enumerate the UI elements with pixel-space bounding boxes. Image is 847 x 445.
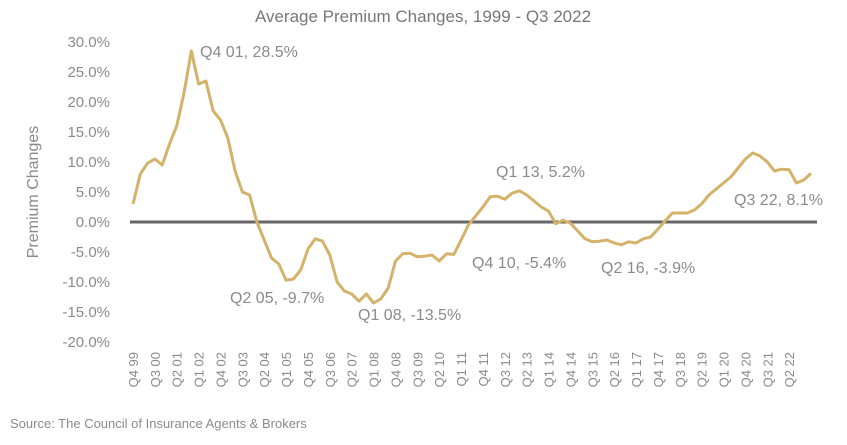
- x-tick-label: Q2 01: [170, 352, 185, 387]
- x-tick-label: Q2 22: [782, 352, 797, 387]
- y-tick-label: 20.0%: [67, 94, 110, 111]
- y-tick-label: 30.0%: [67, 34, 110, 51]
- data-annotation: Q4 10, -5.4%: [472, 255, 566, 272]
- x-tick-label: Q2 16: [607, 352, 622, 387]
- data-annotation: Q1 08, -13.5%: [358, 307, 461, 324]
- x-tick-label: Q2 10: [432, 352, 447, 387]
- x-tick-label: Q4 99: [126, 352, 141, 387]
- y-tick-label: -20.0%: [62, 334, 110, 351]
- x-tick-label: Q3 06: [323, 352, 338, 387]
- y-tick-label: 15.0%: [67, 124, 110, 141]
- x-tick-label: Q4 02: [213, 352, 228, 387]
- x-tick-label: Q4 17: [651, 352, 666, 387]
- x-tick-label: Q3 15: [585, 352, 600, 387]
- y-axis-label: Premium Changes: [25, 126, 42, 259]
- x-tick-label: Q1 02: [192, 352, 207, 387]
- x-tick-label: Q4 20: [738, 352, 753, 387]
- x-tick-label: Q3 03: [235, 352, 250, 387]
- data-annotation: Q4 01, 28.5%: [200, 44, 298, 61]
- x-tick-label: Q1 14: [542, 352, 557, 387]
- data-annotation: Q2 16, -3.9%: [601, 260, 695, 277]
- y-tick-label: -5.0%: [71, 244, 110, 261]
- x-tick-label: Q3 21: [760, 352, 775, 387]
- x-tick-label: Q2 04: [257, 352, 272, 387]
- y-tick-label: 5.0%: [76, 184, 110, 201]
- y-tick-labels: 30.0% 25.0% 20.0% 15.0% 10.0% 5.0% 0.0% -5.0% -1…: [62, 34, 110, 351]
- x-tick-label: Q3 12: [498, 352, 513, 387]
- y-tick-label: -15.0%: [62, 304, 110, 321]
- data-annotation: Q1 13, 5.2%: [496, 164, 585, 181]
- x-tick-label: Q1 11: [454, 352, 469, 386]
- x-tick-label: Q4 08: [388, 352, 403, 387]
- y-tick-label: 25.0%: [67, 64, 110, 81]
- x-tick-label: Q4 14: [563, 352, 578, 387]
- x-tick-label: Q1 17: [629, 352, 644, 387]
- x-tick-labels: Q4 99 Q3 00 Q2 01 Q1 02 Q4 02 Q3 03 Q2 04 Q1 05…: [126, 352, 797, 387]
- y-tick-label: 10.0%: [67, 154, 110, 171]
- data-annotations: Q4 01, 28.5% Q2 05, -9.7% Q1 08, -13.5% Q4 …: [200, 44, 823, 324]
- data-annotation: Q2 05, -9.7%: [230, 290, 324, 307]
- chart-title: Average Premium Changes, 1999 - Q3 2022: [255, 7, 591, 26]
- x-tick-label: Q2 07: [345, 352, 360, 387]
- x-tick-label: Q1 08: [367, 352, 382, 387]
- x-tick-label: Q1 05: [279, 352, 294, 387]
- x-tick-label: Q3 18: [673, 352, 688, 387]
- x-tick-label: Q2 19: [695, 352, 710, 387]
- source-note: Source: The Council of Insurance Agents …: [10, 416, 307, 431]
- x-tick-label: Q1 20: [717, 352, 732, 387]
- series-line: [131, 49, 813, 305]
- x-tick-label: Q4 11: [476, 352, 491, 386]
- data-annotation: Q3 22, 8.1%: [734, 192, 823, 209]
- x-tick-label: Q3 09: [410, 352, 425, 387]
- y-tick-label: 0.0%: [76, 214, 110, 231]
- x-tick-label: Q2 13: [520, 352, 535, 387]
- x-tick-label: Q4 05: [301, 352, 316, 387]
- x-tick-label: Q3 00: [148, 352, 163, 387]
- y-tick-label: -10.0%: [62, 274, 110, 291]
